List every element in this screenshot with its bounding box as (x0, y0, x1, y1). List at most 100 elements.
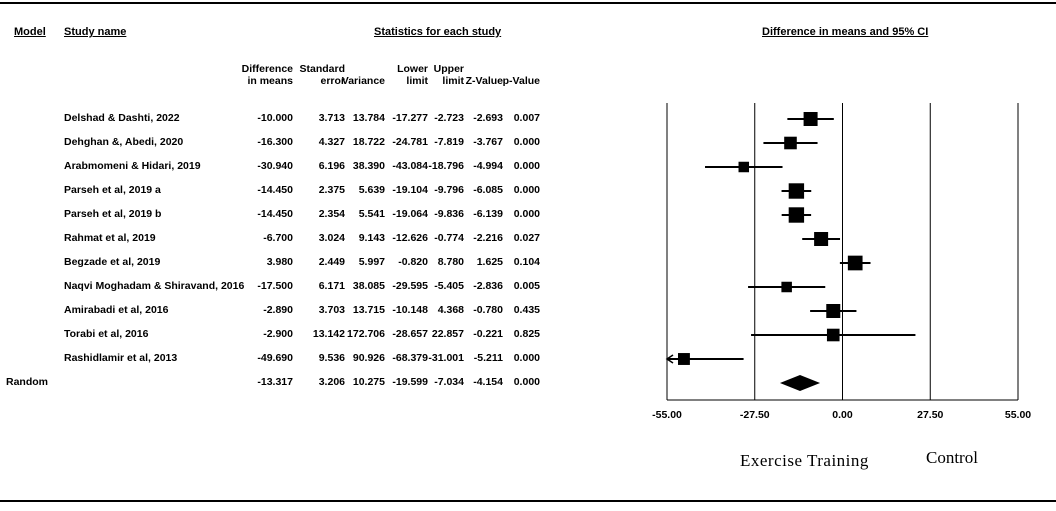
table-cell: -6.700 (263, 232, 293, 244)
table-cell: -2.890 (263, 304, 293, 316)
table-cell: -24.781 (392, 136, 428, 148)
study-name: Parseh et al, 2019 b (64, 208, 162, 220)
table-cell: 0.027 (513, 232, 540, 244)
table-cell: -6.139 (473, 208, 503, 220)
table-cell: 13.715 (352, 304, 385, 316)
study-name: Parseh et al, 2019 a (64, 184, 161, 196)
table-cell: -68.379 (392, 352, 428, 364)
column-header-line2: error (320, 75, 345, 87)
table-cell: -9.836 (434, 208, 464, 220)
table-cell: 172.706 (347, 328, 385, 340)
table-cell: 2.375 (318, 184, 345, 196)
effect-marker (814, 232, 829, 246)
table-cell: 3.713 (318, 112, 345, 124)
column-header-line2: in means (247, 75, 293, 87)
column-header-line1: Difference (241, 63, 293, 75)
table-cell: -16.300 (257, 136, 293, 148)
column-header: p-Value (503, 63, 540, 87)
table-cell: 5.541 (358, 208, 385, 220)
table-cell: -7.819 (434, 136, 464, 148)
summary-cell: 0.000 (513, 376, 540, 388)
top-rule (0, 2, 1056, 4)
exercise-training-label: Exercise Training (740, 451, 869, 470)
table-cell: -19.064 (392, 208, 428, 220)
table-cell: 13.784 (352, 112, 385, 124)
table-cell: 0.007 (513, 112, 540, 124)
table-cell: 4.327 (318, 136, 345, 148)
column-header-line2: p-Value (502, 75, 540, 87)
ci-arrow (665, 354, 674, 364)
table-cell: 9.536 (318, 352, 345, 364)
study-name: Naqvi Moghadam & Shiravand, 2016 (64, 280, 245, 292)
table-cell: 13.142 (312, 328, 345, 340)
effect-marker (677, 353, 690, 365)
table-cell: -10.000 (257, 112, 293, 124)
effect-marker (826, 304, 841, 318)
table-cell: 18.722 (352, 136, 385, 148)
study-name-header: Study name (64, 26, 127, 38)
table-cell: 4.368 (437, 304, 464, 316)
column-header-line1: Lower (397, 63, 428, 75)
bottom-rule (0, 500, 1056, 502)
table-cell: -12.626 (392, 232, 428, 244)
effect-marker (803, 112, 818, 126)
effect-marker (788, 207, 805, 223)
effect-marker (784, 136, 797, 150)
table-cell: 5.997 (358, 256, 385, 268)
column-header-line2: limit (442, 75, 464, 87)
table-cell: 2.449 (318, 256, 345, 268)
column-header: Upper limit (434, 63, 464, 87)
table-cell: -9.796 (434, 184, 464, 196)
table-cell: -0.780 (473, 304, 503, 316)
table-cell: -2.216 (473, 232, 503, 244)
summary-model-label: Random (6, 376, 48, 388)
tick-label: 0.00 (832, 409, 853, 421)
study-name: Rahmat et al, 2019 (64, 232, 156, 244)
table-cell: 0.005 (513, 280, 540, 292)
summary-cell: -19.599 (392, 376, 428, 388)
table-cell: -10.148 (392, 304, 428, 316)
study-name: Arabmomeni & Hidari, 2019 (64, 160, 201, 172)
column-header: Difference in means (242, 63, 293, 87)
summary-cell: 10.275 (352, 376, 385, 388)
summary-cell: -4.154 (473, 376, 503, 388)
table-cell: 0.000 (513, 184, 540, 196)
table-cell: -2.693 (473, 112, 503, 124)
study-name: Torabi et al, 2016 (64, 328, 149, 340)
table-cell: 90.926 (352, 352, 385, 364)
column-header: Variance (342, 63, 385, 87)
tick-label: -55.00 (652, 409, 682, 421)
table-cell: 3.024 (318, 232, 345, 244)
table-cell: 0.000 (513, 352, 540, 364)
table-cell: -0.820 (398, 256, 428, 268)
table-cell: 0.435 (513, 304, 540, 316)
study-name: Rashidlamir et al, 2013 (64, 352, 178, 364)
column-header-line2: limit (406, 75, 428, 87)
table-cell: -29.595 (392, 280, 428, 292)
table-cell: -4.994 (473, 160, 503, 172)
table-cell: -0.774 (434, 232, 464, 244)
table-cell: -6.085 (473, 184, 503, 196)
table-cell: -5.211 (473, 352, 503, 364)
table-cell: 38.085 (352, 280, 385, 292)
table-cell: 0.000 (513, 160, 540, 172)
study-name: Dehghan &, Abedi, 2020 (64, 136, 184, 148)
table-cell: 6.196 (318, 160, 345, 172)
table-cell: -2.900 (263, 328, 293, 340)
table-cell: -28.657 (392, 328, 428, 340)
column-header: Standard error (299, 63, 345, 87)
statistics-header: Statistics for each study (374, 26, 502, 38)
table-cell: 8.780 (437, 256, 464, 268)
table-cell: -18.796 (428, 160, 464, 172)
column-header-line1: Upper (433, 63, 464, 75)
effect-marker (738, 161, 750, 173)
summary-diamond (779, 375, 821, 391)
table-cell: 6.171 (318, 280, 345, 292)
model-header: Model (14, 26, 46, 38)
table-cell: -14.450 (257, 208, 293, 220)
study-name: Delshad & Dashti, 2022 (64, 112, 180, 124)
table-cell: -17.500 (257, 280, 293, 292)
table-cell: 0.104 (513, 256, 540, 268)
table-cell: 3.703 (318, 304, 345, 316)
